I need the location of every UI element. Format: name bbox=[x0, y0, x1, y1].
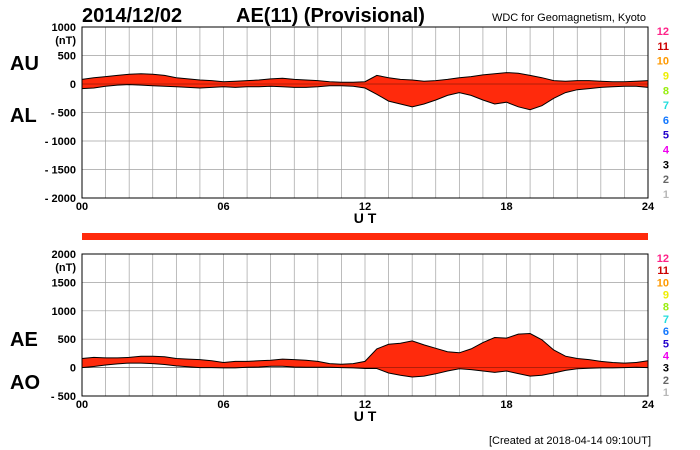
x-tick-label: 18 bbox=[500, 201, 512, 213]
y-tick-label: 500 bbox=[58, 334, 76, 346]
x-tick-label: 06 bbox=[217, 399, 229, 411]
station-count-label: 10 bbox=[657, 277, 669, 289]
station-count-label: 2 bbox=[663, 174, 669, 186]
station-count-label: 9 bbox=[663, 70, 669, 82]
y-tick-label: 0 bbox=[70, 363, 76, 375]
y-tick-label: - 1500 bbox=[45, 165, 76, 177]
station-count-label: 4 bbox=[663, 350, 670, 362]
station-count-label: 1 bbox=[663, 387, 669, 399]
station-count-label: 5 bbox=[663, 130, 669, 142]
station-count-label: 11 bbox=[657, 41, 669, 53]
station-count-label: 8 bbox=[663, 302, 669, 314]
station-count-label: 7 bbox=[663, 100, 669, 112]
series-line-ao bbox=[81, 362, 649, 378]
x-axis-label: U T bbox=[354, 210, 377, 226]
station-count-label: 9 bbox=[663, 290, 669, 302]
y-tick-label: - 500 bbox=[51, 391, 76, 403]
y-tick-label: 1000 bbox=[52, 306, 76, 318]
series-label-ae: AE bbox=[10, 329, 38, 351]
x-tick-label: 12 bbox=[359, 399, 371, 411]
au-al-panel: 1000 500 0 - 500 - 1000 - 1500 - 2000 (nT) 00 06 1… bbox=[10, 22, 670, 226]
station-count-label: 12 bbox=[657, 253, 669, 265]
station-count-label: 8 bbox=[663, 85, 669, 97]
x-tick-label: 18 bbox=[500, 399, 512, 411]
station-count-label: 1 bbox=[663, 189, 669, 201]
y-tick-label: - 500 bbox=[51, 108, 76, 120]
station-coverage-bar bbox=[82, 233, 648, 240]
series-line-al bbox=[81, 84, 649, 111]
series-label-ao: AO bbox=[10, 372, 40, 394]
series-label-au: AU bbox=[10, 53, 39, 75]
y-unit-label: (nT) bbox=[55, 262, 76, 274]
y-tick-label: 500 bbox=[58, 51, 76, 63]
created-footer: [Created at 2018-04-14 09:10UT] bbox=[489, 435, 651, 447]
x-tick-label: 00 bbox=[76, 399, 88, 411]
x-tick-label: 00 bbox=[76, 201, 88, 213]
date-title: 2014/12/02 bbox=[82, 5, 182, 27]
station-count-label: 6 bbox=[663, 326, 669, 338]
series-line-ae bbox=[81, 332, 649, 365]
plot-frame bbox=[81, 253, 649, 397]
index-title: AE(11) (Provisional) bbox=[236, 5, 425, 27]
y-tick-label: 1500 bbox=[52, 277, 76, 289]
x-tick-label: 24 bbox=[642, 399, 655, 411]
x-tick-label: 12 bbox=[359, 201, 371, 213]
y-unit-label: (nT) bbox=[55, 35, 76, 47]
y-tick-label: 2000 bbox=[52, 249, 76, 261]
station-count-label: 7 bbox=[663, 314, 669, 326]
station-count-label: 3 bbox=[663, 159, 669, 171]
station-count-label: 11 bbox=[657, 265, 669, 277]
series-line-au bbox=[81, 72, 649, 83]
plot-frame bbox=[81, 26, 649, 199]
y-tick-label: - 2000 bbox=[45, 193, 76, 205]
source-label: WDC for Geomagnetism, Kyoto bbox=[492, 12, 646, 24]
index-range-fill bbox=[82, 333, 648, 377]
station-count-label: 6 bbox=[663, 115, 669, 127]
station-count-label: 3 bbox=[663, 363, 669, 375]
station-count-label: 4 bbox=[663, 145, 670, 157]
station-count-label: 12 bbox=[657, 26, 669, 38]
series-label-al: AL bbox=[10, 105, 37, 127]
station-count-label: 10 bbox=[657, 56, 669, 68]
x-tick-label: 06 bbox=[217, 201, 229, 213]
x-tick-label: 24 bbox=[642, 201, 655, 213]
y-tick-label: - 1000 bbox=[45, 136, 76, 148]
y-tick-label: 0 bbox=[70, 79, 76, 91]
x-axis-label: U T bbox=[354, 408, 377, 424]
station-count-label: 5 bbox=[663, 338, 669, 350]
station-count-label: 2 bbox=[663, 375, 669, 387]
y-tick-label: 1000 bbox=[52, 22, 76, 34]
